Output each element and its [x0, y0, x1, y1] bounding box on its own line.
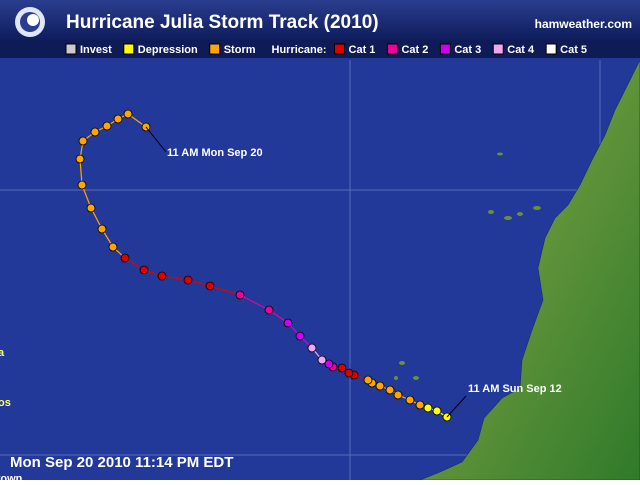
track-point — [205, 281, 215, 291]
track-segment — [209, 285, 241, 296]
place-label: ntown — [0, 473, 23, 480]
legend-label: Storm — [224, 44, 256, 56]
track-point — [77, 180, 87, 190]
track-point — [139, 265, 149, 275]
legend-label: Invest — [80, 44, 112, 56]
leader — [446, 395, 467, 418]
islands — [394, 152, 541, 380]
track-point — [393, 390, 403, 400]
track-point — [375, 381, 385, 391]
track-point — [75, 154, 85, 164]
logo — [15, 7, 45, 37]
place-label: a — [0, 347, 5, 359]
track-point — [235, 290, 245, 300]
track-point — [324, 359, 334, 369]
track-point — [423, 403, 433, 413]
place-label: os — [0, 397, 11, 409]
annotation: 11 AM Mon Sep 20 — [167, 147, 263, 159]
legend-swatch — [439, 43, 451, 55]
track-point — [108, 242, 118, 252]
track-point — [123, 109, 133, 119]
track-point — [90, 127, 100, 137]
track-point — [113, 114, 123, 124]
track-point — [405, 395, 415, 405]
annotation: 11 AM Sun Sep 12 — [468, 383, 562, 395]
track-point — [183, 275, 193, 285]
track-point — [102, 121, 112, 131]
legend-swatch — [209, 43, 221, 55]
track-point — [120, 253, 130, 263]
legend-swatch — [123, 43, 135, 55]
track-point — [415, 400, 425, 410]
header-bar — [0, 0, 640, 40]
legend-label: Cat 2 — [401, 44, 428, 56]
track-point — [363, 375, 373, 385]
site: hamweather.com — [535, 17, 632, 31]
title: Hurricane Julia Storm Track (2010) — [66, 12, 379, 33]
track-point — [283, 318, 293, 328]
legend-swatch — [334, 43, 346, 55]
leader — [145, 126, 167, 153]
legend-label: Cat 1 — [349, 44, 376, 56]
track-point — [295, 331, 305, 341]
legend-label: Depression — [138, 44, 198, 56]
timestamp: Mon Sep 20 2010 11:14 PM EDT — [10, 454, 233, 471]
track-point — [86, 203, 96, 213]
legend-swatch — [492, 43, 504, 55]
legend-heading: Hurricane: — [272, 44, 327, 56]
track-point — [78, 136, 88, 146]
track-point — [385, 385, 395, 395]
storm-track — [75, 109, 452, 422]
legend-label: Cat 3 — [454, 44, 481, 56]
legend-swatch — [65, 43, 77, 55]
legend-label: Cat 5 — [560, 44, 587, 56]
legend: Invest Depression Storm Hurricane: Cat 1 Cat … — [65, 43, 587, 56]
track-point — [344, 368, 354, 378]
track-point — [157, 271, 167, 281]
africa — [419, 59, 640, 481]
track-point — [337, 363, 347, 373]
track-point — [264, 305, 274, 315]
legend-swatch — [545, 43, 557, 55]
track-point — [432, 406, 442, 416]
track-point — [317, 355, 327, 365]
track-point — [307, 343, 317, 353]
track-segment — [239, 294, 270, 311]
legend-label: Cat 4 — [507, 44, 535, 56]
legend-bar — [0, 40, 640, 58]
legend-swatch — [386, 43, 398, 55]
track-point — [97, 224, 107, 234]
